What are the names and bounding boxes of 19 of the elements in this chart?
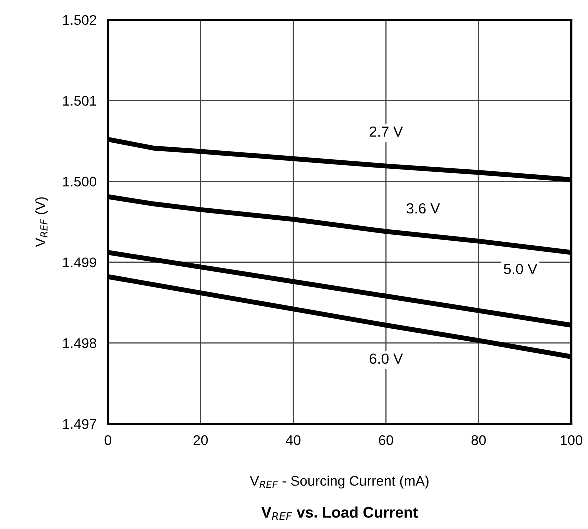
x-tick-label: 0: [104, 435, 112, 446]
y-tick-label: 1.501: [63, 96, 96, 106]
annotation: 6.0 V: [370, 354, 404, 364]
annotation: 2.7 V: [370, 126, 404, 137]
y-tick-label: 1.502: [63, 15, 96, 26]
y-axis-title: V$_{REF}$ (V): [35, 198, 48, 248]
y-tick-label: 1.499: [63, 258, 96, 268]
y-tick-label: 1.497: [63, 419, 96, 430]
annotation: 5.0 V: [504, 264, 538, 274]
y-tick-label: 1.500: [63, 176, 97, 187]
y-tick-label: 1.498: [63, 338, 96, 348]
x-tick-label: 20: [194, 435, 208, 446]
x-tick-label: 80: [472, 435, 486, 446]
x-tick-label: 40: [286, 435, 301, 446]
x-tick-label: 100: [561, 435, 583, 446]
annotation: 3.6 V: [406, 203, 440, 214]
x-axis-title: V$_{REF}$ - Sourcing Current (mA): [250, 476, 429, 489]
x-tick-label: 60: [379, 435, 394, 446]
text: V$_{REF}$ vs. Load Current: [262, 506, 418, 520]
